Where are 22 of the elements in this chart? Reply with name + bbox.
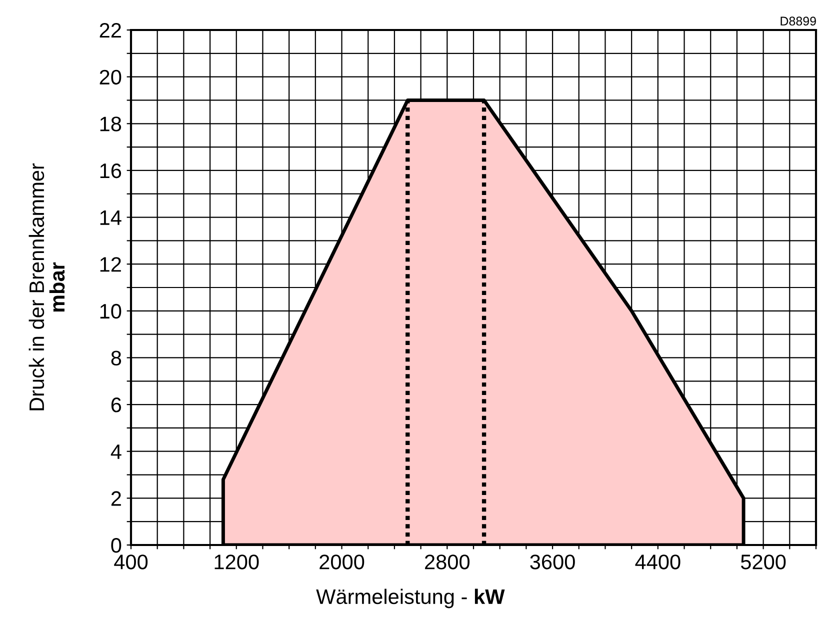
x-tick-label: 4400 [635, 554, 680, 570]
y-tick-label: 18 [100, 116, 122, 132]
y-tick-label: 14 [100, 210, 122, 225]
x-tick-label: 1200 [214, 554, 259, 570]
y-tick-label: 20 [100, 70, 122, 85]
y-tick-label: 8 [111, 350, 122, 366]
y-tick-label: 2 [111, 491, 121, 506]
text: D8899 [780, 16, 816, 26]
x-tick-label: 3600 [530, 554, 575, 570]
y-tick-label: 0 [111, 538, 122, 553]
y-tick-label: 10 [100, 304, 122, 319]
x-tick-label: 5200 [740, 554, 786, 570]
y-tick-label: 12 [100, 257, 121, 272]
x-tick-label: 400 [114, 554, 148, 570]
y-tick-label: 4 [110, 444, 122, 459]
y-tick-label: 22 [100, 23, 121, 38]
x-tick-label: 2800 [425, 554, 470, 570]
y-tick-label: 16 [100, 163, 122, 178]
x-axis-title: Wärmeleistung - kW [316, 588, 505, 608]
y-axis-title: Druck in der Brennkammer mbar [28, 163, 65, 410]
y-tick-label: 6 [111, 398, 122, 412]
x-tick-label: 2000 [320, 554, 364, 570]
